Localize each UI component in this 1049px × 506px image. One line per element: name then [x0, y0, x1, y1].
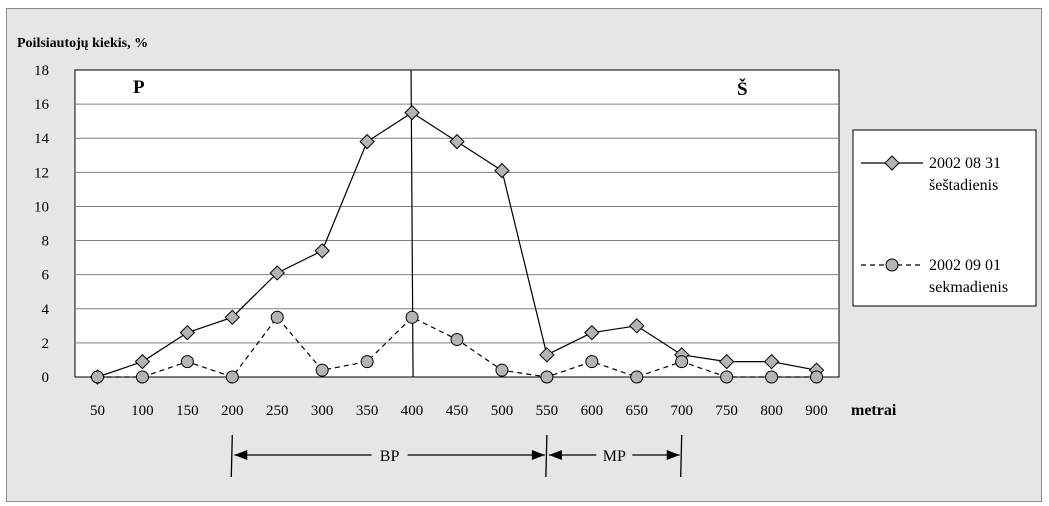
y-tick-label: 14: [34, 131, 50, 147]
data-point-circle: [495, 363, 509, 377]
data-point-diamond: [539, 347, 555, 363]
data-point-diamond: [494, 162, 510, 179]
data-point-circle: [270, 310, 284, 324]
legend: 2002 08 31 šeštadienis 2002 09 01 sekmad…: [852, 129, 1037, 307]
data-point-circle: [360, 355, 374, 369]
data-point-circle: [540, 370, 554, 384]
data-point-diamond: [314, 243, 330, 259]
y-axis-label: Poilsiautojų kiekis, %: [17, 36, 148, 51]
chart-container: Poilsiautojų kiekis, % 0 2 4 6 8 10 12 14 16 18 5…: [6, 8, 1042, 502]
zone-annotations: BP MP: [230, 434, 683, 478]
legend-series-1-date: 2002 08 31: [929, 155, 1001, 172]
data-point-circle: [315, 363, 329, 377]
x-tick-label: 50: [90, 403, 105, 419]
series-layer: [89, 104, 825, 385]
x-tick-label: 200: [221, 403, 244, 419]
data-point-diamond: [584, 324, 600, 341]
data-point-diamond: [629, 318, 645, 334]
zone-arrow-head-left: [548, 450, 562, 460]
y-tick-label: 4: [42, 302, 50, 318]
legend-series-1-day: šeštadienis: [929, 177, 998, 194]
zone-arrow-head-right: [666, 450, 680, 460]
x-tick-label: 350: [356, 403, 379, 419]
data-point-diamond: [718, 353, 735, 370]
x-tick-label: 400: [401, 403, 424, 419]
annotation-letter-p: P: [133, 77, 145, 98]
zone-boundary-line: [545, 434, 548, 478]
data-point-diamond: [763, 353, 780, 370]
x-axis-label: metrai: [851, 402, 897, 419]
x-tick-label: 800: [760, 403, 783, 419]
legend-series-2-day: sekmadienis: [929, 279, 1008, 296]
y-tick-label: 10: [34, 199, 49, 215]
zone-boundary-line: [680, 434, 683, 478]
x-tick-label: 750: [715, 403, 738, 419]
zone-arrow-head-right: [531, 450, 545, 460]
data-point-circle: [765, 370, 779, 384]
legend-box: [852, 129, 1037, 307]
x-tick-label: 600: [581, 403, 604, 419]
y-tick-label: 18: [34, 63, 49, 79]
data-point-diamond: [134, 353, 151, 370]
data-point-diamond: [359, 133, 375, 150]
data-point-circle: [720, 370, 734, 384]
annotation-letter-s: Š: [737, 78, 748, 100]
data-point-circle: [90, 370, 104, 384]
x-tick-label: 150: [176, 403, 199, 419]
data-point-diamond: [404, 104, 420, 121]
legend-series-2-date: 2002 09 01: [929, 257, 1001, 274]
data-point-diamond: [224, 309, 241, 326]
y-tick-label: 2: [42, 336, 50, 352]
y-tick-label: 0: [42, 370, 50, 386]
data-point-circle: [585, 355, 599, 369]
data-point-circle: [225, 370, 239, 384]
data-point-circle: [810, 370, 824, 384]
y-tick-labels: 0 2 4 6 8 10 12 14 16 18: [34, 63, 50, 386]
x-tick-label: 100: [131, 403, 154, 419]
data-point-circle: [675, 355, 689, 369]
data-point-diamond: [179, 324, 196, 341]
data-point-circle: [180, 355, 194, 369]
x-tick-label: 450: [446, 403, 469, 419]
x-tick-label: 250: [266, 403, 289, 419]
data-point-circle: [135, 370, 149, 384]
zone-boundary-line: [230, 434, 233, 478]
zone-label-mp: MP: [603, 448, 626, 465]
data-point-diamond: [449, 133, 465, 150]
divider-line: [410, 69, 414, 378]
y-tick-label: 8: [42, 234, 50, 250]
x-tick-label: 650: [626, 403, 649, 419]
x-tick-label: 700: [670, 403, 693, 419]
data-point-circle: [450, 332, 464, 346]
x-tick-label: 300: [311, 403, 334, 419]
y-tick-label: 16: [34, 97, 50, 113]
zone-arrow-head-left: [234, 450, 248, 460]
y-tick-label: 12: [34, 165, 49, 181]
line-chart: Poilsiautojų kiekis, % 0 2 4 6 8 10 12 14 16 18 5…: [17, 36, 1037, 478]
data-point-diamond: [269, 265, 285, 281]
legend-marker-diamond: [884, 155, 900, 171]
x-tick-label: 500: [491, 403, 514, 419]
plot-area: [74, 69, 840, 378]
x-tick-label: 900: [805, 403, 828, 419]
legend-marker-circle: [885, 258, 899, 272]
zone-label-bp: BP: [380, 448, 400, 465]
data-point-circle: [405, 310, 419, 324]
x-tick-label: 550: [536, 403, 559, 419]
x-tick-labels: 50 100 150 200 250 300 350 400 450 500 550 600 650 70…: [90, 403, 828, 419]
y-tick-label: 6: [42, 268, 50, 284]
grid-lines: [75, 103, 839, 344]
data-point-circle: [630, 370, 644, 384]
